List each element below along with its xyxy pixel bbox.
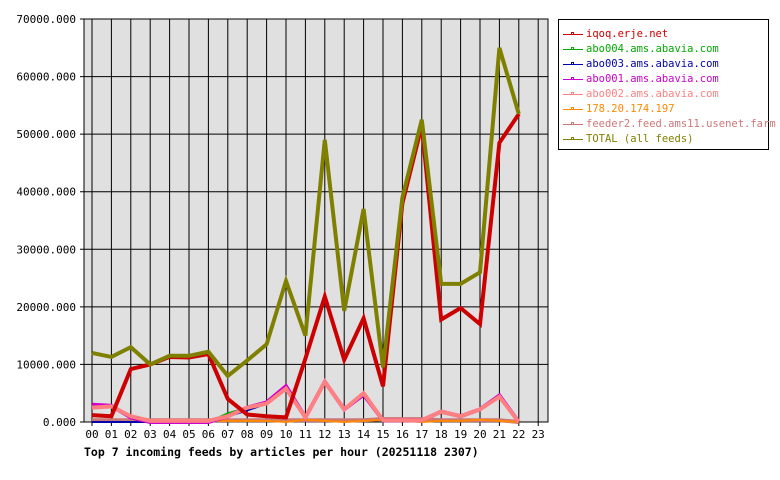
legend-label: abo001.ams.abavia.com (586, 72, 719, 85)
legend-swatch-icon (563, 105, 583, 113)
legend-swatch-icon (563, 45, 583, 53)
x-tick-label: 22 (512, 428, 525, 441)
legend-item: TOTAL (all feeds) (563, 131, 693, 146)
x-tick-label: 10 (279, 428, 292, 441)
legend-label: iqoq.erje.net (586, 27, 669, 40)
y-tick-label: 20000.000 (16, 301, 76, 314)
legend: iqoq.erje.net abo004.ams.abavia.com abo003… (558, 19, 776, 150)
y-tick-label: 50000.000 (16, 128, 76, 141)
y-tick-label: 60000.000 (16, 71, 76, 84)
y-tick-label: 30000.000 (16, 243, 76, 256)
y-axis: 0.000 10000.000 20000.000 30000.000 40000.00… (16, 13, 76, 429)
legend-swatch-icon (563, 60, 583, 68)
x-tick-label: 19 (454, 428, 467, 441)
x-tick-label: 02 (124, 428, 137, 441)
x-tick-label: 09 (260, 428, 273, 441)
y-tick-label: 0.000 (43, 416, 76, 429)
legend-item: abo004.ams.abavia.com (563, 41, 719, 56)
x-tick-label: 07 (221, 428, 234, 441)
x-tick-label: 08 (241, 428, 254, 441)
y-tick-label: 40000.000 (16, 186, 76, 199)
legend-swatch-icon (563, 120, 583, 128)
x-tick-label: 18 (435, 428, 448, 441)
x-tick-label: 00 (85, 428, 98, 441)
legend-label: 178.20.174.197 (586, 102, 675, 115)
legend-item: abo002.ams.abavia.com (563, 86, 719, 101)
x-tick-label: 16 (396, 428, 409, 441)
x-tick-label: 13 (338, 428, 351, 441)
x-tick-label: 11 (299, 428, 312, 441)
series-lines (91, 47, 521, 424)
legend-swatch-icon (563, 30, 583, 38)
x-tick-label: 14 (357, 428, 371, 441)
x-tick-label: 04 (163, 428, 177, 441)
x-tick-label: 15 (376, 428, 389, 441)
x-tick-label: 21 (493, 428, 506, 441)
legend-label: TOTAL (all feeds) (586, 132, 694, 145)
legend-item: feeder2.feed.ams11.usenet.farm (563, 116, 776, 131)
legend-item: abo001.ams.abavia.com (563, 71, 719, 86)
x-tick-label: 01 (105, 428, 118, 441)
x-tick-label: 03 (144, 428, 157, 441)
x-tick-label: 05 (182, 428, 195, 441)
x-tick-label: 20 (473, 428, 486, 441)
x-tick-label: 06 (202, 428, 215, 441)
y-tick-label: 10000.000 (16, 358, 76, 371)
x-tick-label: 12 (318, 428, 331, 441)
legend-label: feeder2.feed.ams11.usenet.farm (586, 117, 776, 130)
legend-swatch-icon (563, 135, 583, 143)
legend-item: iqoq.erje.net (563, 26, 668, 41)
legend-label: abo004.ams.abavia.com (586, 42, 719, 55)
x-axis: 00 01 02 03 04 05 06 07 08 09 10 11 12 13 14 15 16 17 18 19… (85, 428, 544, 441)
y-tick-label: 70000.000 (16, 13, 76, 26)
legend-swatch-icon (563, 90, 583, 98)
legend-label: abo002.ams.abavia.com (586, 87, 719, 100)
x-tick-label: 23 (532, 428, 545, 441)
legend-swatch-icon (563, 75, 583, 83)
legend-item: abo003.ams.abavia.com (563, 56, 719, 71)
chart-title: Top 7 incoming feeds by articles per hou… (84, 445, 479, 459)
legend-item: 178.20.174.197 (563, 101, 675, 116)
series-line-4 (91, 377, 521, 424)
series-line-7 (91, 47, 521, 379)
legend-label: abo003.ams.abavia.com (586, 57, 719, 70)
x-tick-label: 17 (415, 428, 428, 441)
